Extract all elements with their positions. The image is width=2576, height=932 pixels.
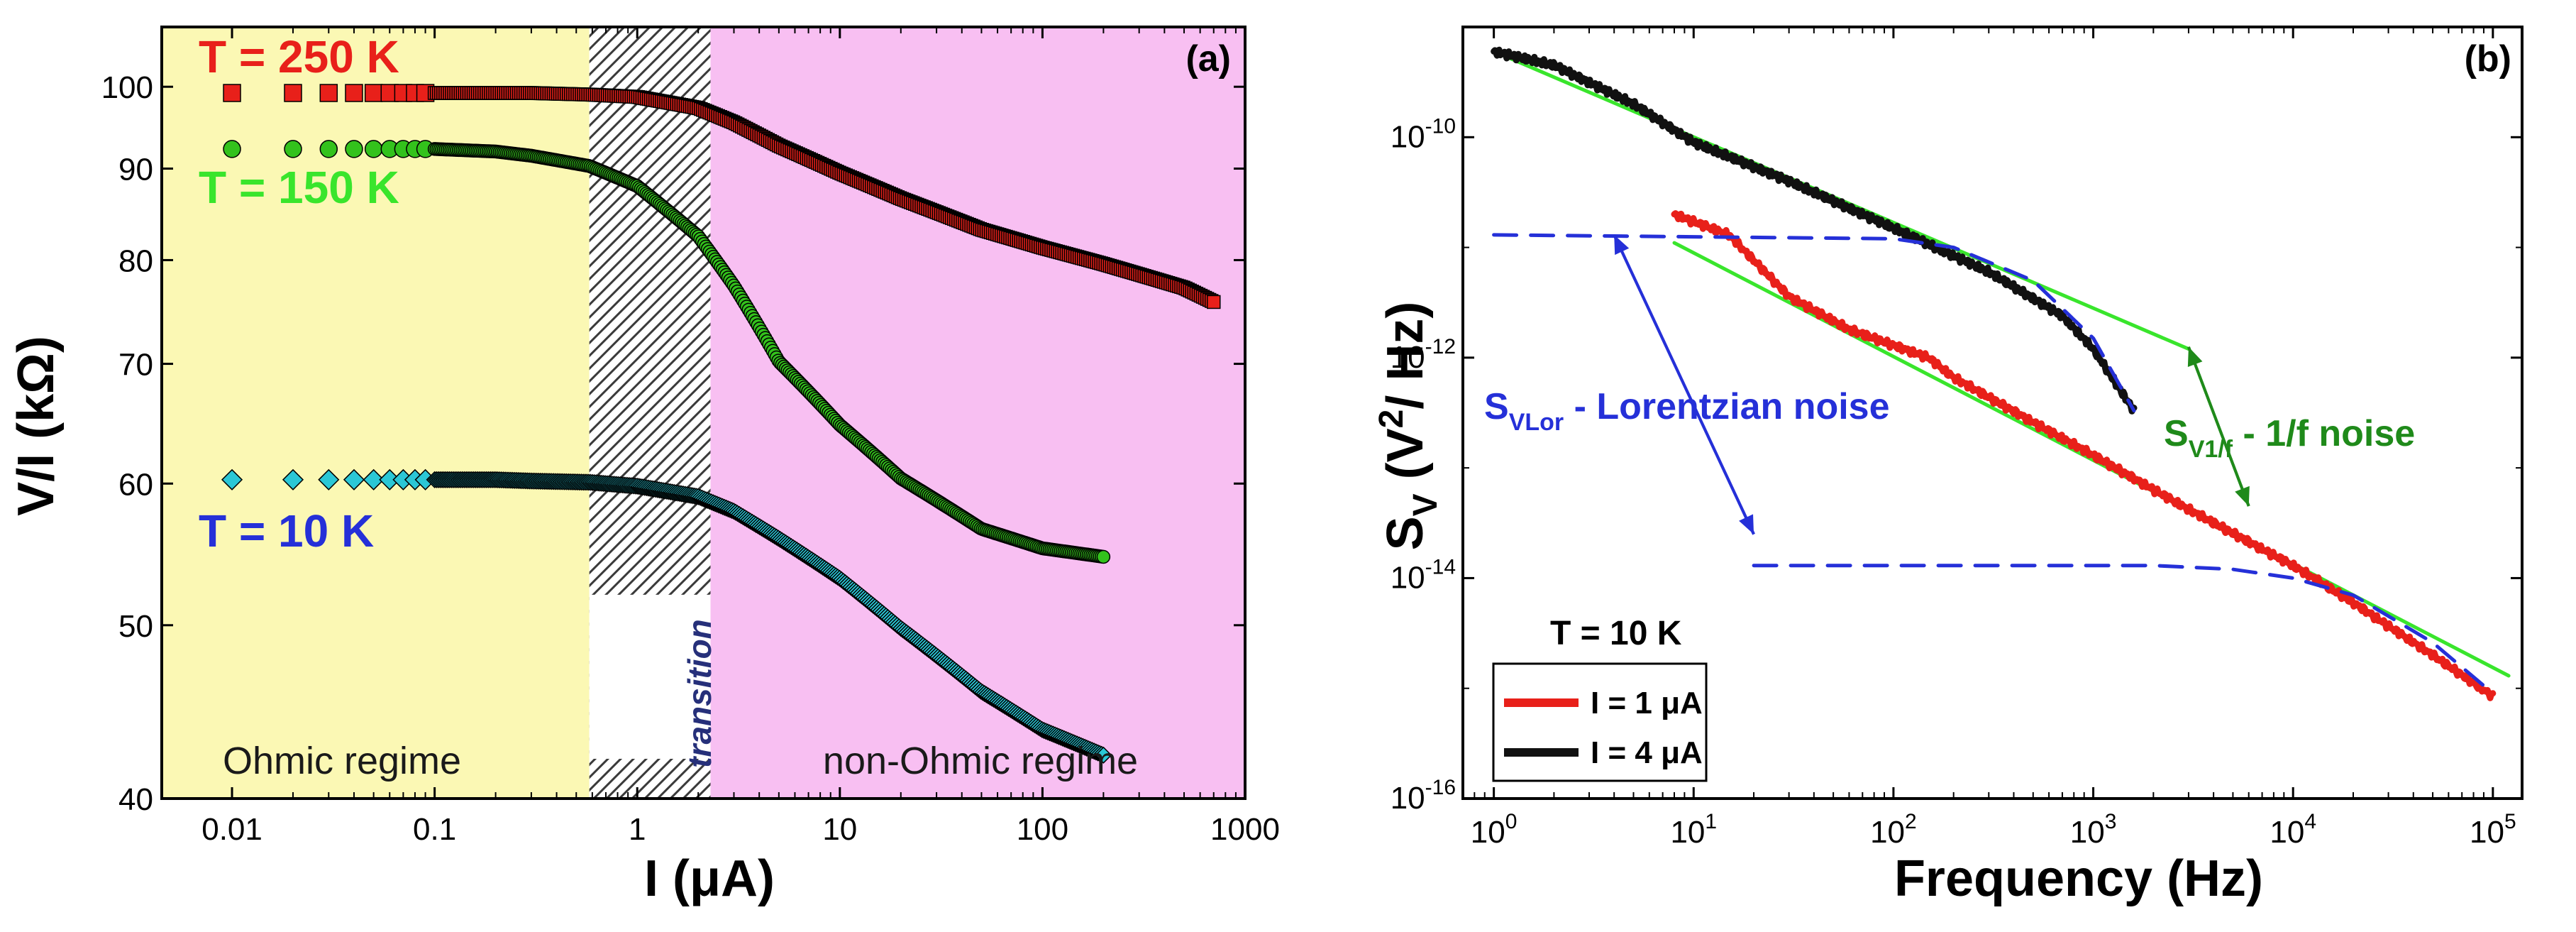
panel-b: 100 101 102 103 104 105 10-16 10-14 10-12 10-10 (… — [1373, 26, 2524, 907]
data-point — [282, 468, 304, 490]
y-tick-label: 70 — [118, 348, 153, 383]
series-t-150-k — [223, 140, 1111, 564]
series-label-10k: T = 10 K — [199, 505, 374, 557]
data-point — [363, 468, 385, 490]
legend-label-4ua: I = 4 μA — [1591, 735, 1703, 770]
series-label-250k: T = 250 K — [199, 31, 399, 82]
series-s-vlor-fit-i-4-a — [1492, 233, 2136, 413]
y-tick-label: 10-14 — [1391, 555, 1456, 595]
data-point — [364, 84, 383, 102]
x-tick-label: 10 — [822, 812, 857, 847]
panel-a-y-axis-title: V/I (kΩ) — [8, 336, 65, 516]
x-tick-label: 1 — [629, 812, 646, 847]
x-tick-label: 101 — [1670, 810, 1717, 850]
y-tick-label: 50 — [118, 609, 153, 644]
y-tick-label: 10-12 — [1391, 335, 1456, 375]
panel-a: 0.01 0.1 1 10 100 1000 40 50 60 70 80 90 100 (a) T =… — [8, 26, 1280, 907]
region-label-ohmic: Ohmic regime — [223, 740, 461, 782]
y-tick-label: 10-10 — [1391, 114, 1456, 154]
y-tick-label: 80 — [118, 243, 153, 278]
legend-title: T = 10 K — [1550, 615, 1682, 652]
annotation-arrows — [1613, 234, 2250, 535]
data-point — [1207, 295, 1221, 309]
y-tick-label: 10-16 — [1391, 776, 1456, 816]
panel-a-plot-frame — [160, 26, 1246, 800]
panel-b-x-axis-title: Frequency (Hz) — [1894, 850, 2263, 907]
data-point — [223, 84, 241, 102]
x-tick-label: 100 — [1017, 812, 1068, 847]
y-tick-label: 40 — [118, 782, 153, 817]
panel-b-y-axis-title: SV (V2/ Hz) — [1373, 302, 1444, 551]
data-point — [345, 84, 363, 102]
region-label-transition: transition — [681, 619, 718, 768]
arrow-1f-lower-head — [2235, 486, 2250, 506]
legend: T = 10 K I = 1 μA I = 4 μA — [1492, 615, 1708, 782]
arrow-lorentzian-lower — [1613, 234, 1755, 535]
data-point — [1096, 549, 1111, 564]
arrow-lorentzian-lower-head — [1739, 514, 1754, 534]
series-s-v1-f-fit-i-1-a — [1672, 241, 2511, 678]
series-t-250-k — [223, 84, 1221, 309]
x-tick-label: 1000 — [1210, 812, 1280, 847]
arrow-1f-lower — [2187, 346, 2250, 507]
panel-a-label: (a) — [1185, 38, 1231, 80]
lorentzian-annotation: SVLor - Lorentzian noise — [1484, 386, 1890, 436]
transition-label-box — [589, 594, 711, 760]
data-point — [343, 468, 365, 490]
data-point — [223, 140, 241, 158]
x-tick-label: 0.01 — [201, 812, 262, 847]
x-tick-label: 100 — [1471, 810, 1518, 850]
data-point — [318, 468, 340, 490]
x-tick-label: 105 — [2470, 810, 2516, 850]
data-point — [284, 140, 302, 158]
y-tick-label: 90 — [118, 153, 153, 187]
series-i-1-a — [1671, 210, 2497, 701]
y-tick-label: 60 — [118, 467, 153, 502]
data-point — [319, 140, 338, 158]
legend-box — [1492, 662, 1708, 782]
legend-label-1ua: I = 1 μA — [1591, 686, 1703, 720]
panel-b-series — [1491, 46, 2511, 701]
one-over-f-annotation: SV1/f - 1/f noise — [2164, 413, 2415, 463]
data-point — [284, 84, 302, 102]
data-point — [364, 140, 383, 158]
series-t-10-k — [221, 468, 1112, 764]
data-point — [221, 468, 243, 490]
panel-a-series — [221, 84, 1221, 764]
panel-a-x-axis-title: I (μA) — [644, 850, 775, 907]
region-label-non-ohmic: non-Ohmic regime — [823, 740, 1138, 782]
data-point — [1095, 746, 1112, 764]
series-i-4-a — [1491, 46, 2138, 415]
x-tick-label: 104 — [2270, 810, 2316, 850]
series-s-vlor-fit-i-1-a — [1752, 564, 2495, 696]
series-label-150k: T = 150 K — [199, 162, 399, 213]
x-tick-label: 103 — [2070, 810, 2117, 850]
x-tick-label: 0.1 — [413, 812, 456, 847]
y-tick-label: 100 — [101, 70, 153, 105]
panel-b-label: (b) — [2465, 38, 2511, 80]
data-point — [345, 140, 363, 158]
x-tick-label: 102 — [1870, 810, 1917, 850]
panel-b-plot-frame — [1461, 26, 2524, 800]
data-point — [319, 84, 338, 102]
